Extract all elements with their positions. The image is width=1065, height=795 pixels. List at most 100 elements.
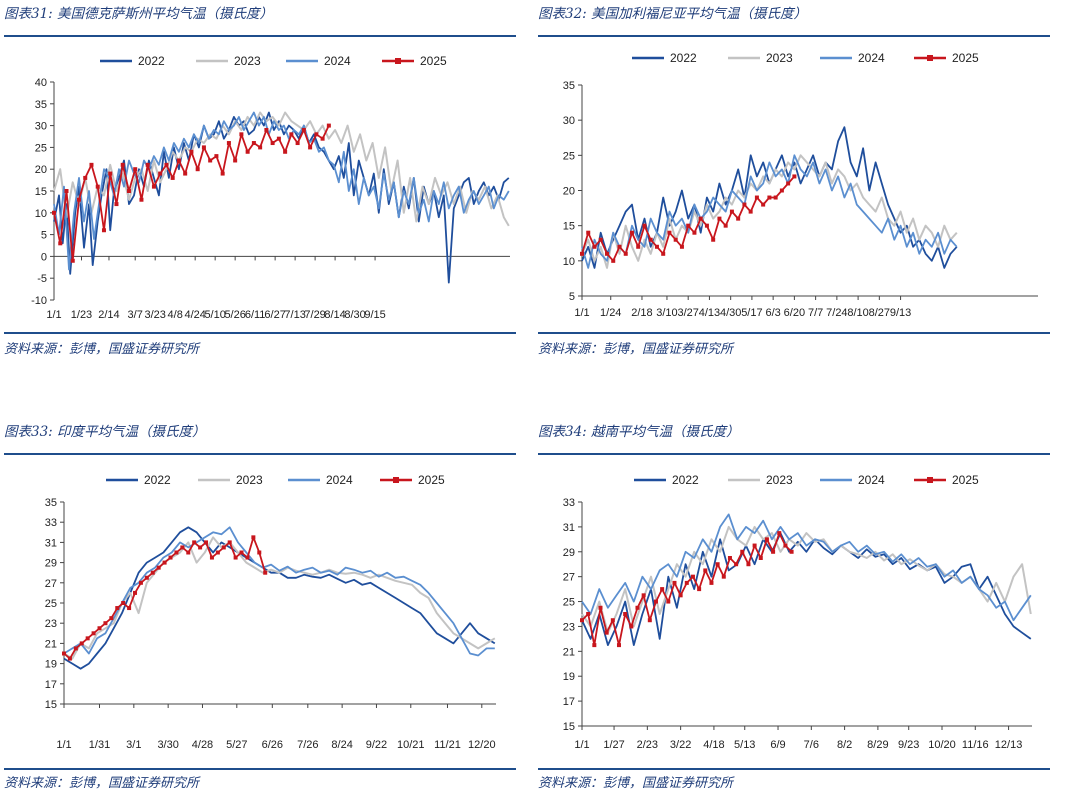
x-tick-label: 3/10 <box>656 307 677 319</box>
x-tick-label: 10/21 <box>397 739 425 751</box>
series-marker-2025 <box>209 555 214 560</box>
series-marker-2025 <box>133 590 138 595</box>
series-marker-2025 <box>592 643 597 648</box>
x-tick-label: 9/15 <box>364 309 385 321</box>
series-marker-2025 <box>748 209 753 214</box>
series-marker-2025 <box>208 158 213 163</box>
series-marker-2025 <box>666 599 671 604</box>
y-tick-label: 35 <box>35 99 47 111</box>
series-marker-2025 <box>767 195 772 200</box>
chart-india: 15 17 19 21 23 25 27 29 31 33 35 1/1 1/31 3/1 3/30 4/28… <box>45 473 496 751</box>
x-tick-label: 1/1 <box>574 739 589 751</box>
x-tick-label: 8/24 <box>331 739 352 751</box>
title-rule <box>4 35 516 37</box>
chart-title: 图表32: 美国加利福尼亚平均气温（摄氏度） <box>538 6 808 22</box>
x-tick-label: 6/20 <box>784 307 805 319</box>
series-line-2022 <box>63 526 496 670</box>
series-marker-2025 <box>114 202 119 207</box>
x-tick-label: 1/24 <box>600 307 621 319</box>
y-tick-label: 5 <box>41 230 47 242</box>
legend-label-2022: 2022 <box>672 473 699 487</box>
series-marker-2025 <box>592 244 597 249</box>
x-tick-label: 3/22 <box>670 739 691 751</box>
series-marker-2025 <box>121 601 126 605</box>
legend-label-2022: 2022 <box>138 54 165 68</box>
series-line-2024 <box>581 513 1032 622</box>
series-marker-2025 <box>661 251 666 256</box>
legend-label-2023: 2023 <box>234 54 261 68</box>
series-marker-2025 <box>73 646 78 651</box>
title-rule <box>4 453 516 455</box>
series-marker-2025 <box>85 636 90 641</box>
series-marker-2025 <box>263 570 268 575</box>
x-tick-label: 6/9 <box>770 739 785 751</box>
y-tick-label: 23 <box>45 618 57 630</box>
series-marker-2025 <box>115 606 120 611</box>
x-tick-label: 5/13 <box>734 739 755 751</box>
series-marker-2025 <box>189 149 194 154</box>
legend-label-2025: 2025 <box>952 473 979 487</box>
series-marker-2025 <box>742 202 747 207</box>
y-tick-label: 27 <box>45 578 57 590</box>
series-marker-2025 <box>195 167 200 172</box>
series-marker-2025 <box>598 605 603 610</box>
series-marker-2025 <box>779 188 784 193</box>
x-tick-label: 1/31 <box>89 739 110 751</box>
series-line-2024 <box>581 154 958 269</box>
series-marker-2025 <box>168 555 173 560</box>
series-marker-2025 <box>180 545 185 550</box>
y-tick-label: 30 <box>35 121 47 133</box>
y-tick-label: 31 <box>45 537 57 549</box>
x-tick-label: 8/2 <box>837 739 852 751</box>
series-marker-2025 <box>101 228 106 233</box>
series-marker-2025 <box>295 141 300 146</box>
series-marker-2025 <box>647 618 652 623</box>
chart-title: 图表31: 美国德克萨斯州平均气温（摄氏度） <box>4 6 274 22</box>
series-marker-2025 <box>174 550 179 555</box>
x-tick-label: 1/1 <box>46 309 61 321</box>
series-marker-2025 <box>721 574 726 579</box>
series-marker-2025 <box>792 174 797 179</box>
legend-marker-2025 <box>395 58 401 64</box>
legend-label-2024: 2024 <box>326 473 353 487</box>
series-marker-2025 <box>91 631 96 636</box>
series-marker-2025 <box>83 175 88 180</box>
series-marker-2025 <box>326 123 331 128</box>
x-tick-label: 7/24 <box>826 307 847 319</box>
x-tick-label: 4/30 <box>720 307 741 319</box>
x-tick-label: 9/13 <box>890 307 911 319</box>
series-marker-2025 <box>704 223 709 228</box>
x-tick-label: 12/20 <box>468 739 496 751</box>
series-marker-2025 <box>162 560 167 565</box>
legend-label-2023: 2023 <box>766 51 793 65</box>
series-marker-2025 <box>156 565 161 570</box>
x-tick-label: 8/14 <box>324 309 345 321</box>
x-tick-label: 7/7 <box>808 307 823 319</box>
y-tick-label: 40 <box>35 77 47 89</box>
series-marker-2025 <box>636 244 641 249</box>
chart-source: 资料来源：彭博，国盛证券研究所 <box>4 776 200 791</box>
legend-label-2023: 2023 <box>766 473 793 487</box>
y-tick-label: 25 <box>563 150 575 162</box>
series-marker-2025 <box>283 149 288 154</box>
series-marker-2025 <box>642 223 647 228</box>
series-line-2023 <box>53 111 510 227</box>
series-marker-2025 <box>580 251 584 256</box>
series-marker-2025 <box>245 555 250 560</box>
series-marker-2025 <box>715 562 720 567</box>
x-tick-label: 6/26 <box>262 739 283 751</box>
series-marker-2025 <box>204 540 209 545</box>
series-marker-2025 <box>95 184 100 189</box>
chart-panel-texas: 图表31: 美国德克萨斯州平均气温（摄氏度） -10 -5 0 5 10 15 20 25 30… <box>4 0 516 376</box>
x-tick-label: 5/10 <box>204 309 225 321</box>
series-marker-2025 <box>679 244 684 249</box>
series-marker-2025 <box>198 545 203 550</box>
series-marker-2025 <box>736 216 741 221</box>
series-marker-2025 <box>653 599 658 604</box>
series-marker-2025 <box>752 543 757 548</box>
series-marker-2025 <box>239 550 244 555</box>
series-marker-2025 <box>270 141 275 146</box>
series-marker-2025 <box>320 136 325 141</box>
